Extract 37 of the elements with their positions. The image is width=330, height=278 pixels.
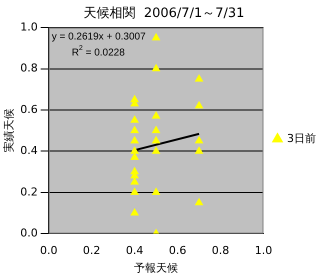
x-tick-label: 0.0 bbox=[40, 244, 58, 258]
x-tick-label: 0.6 bbox=[168, 244, 186, 258]
point bbox=[152, 188, 160, 195]
y-tick-label: 0.8 bbox=[20, 62, 38, 75]
x-axis-title: 予報天候 bbox=[134, 261, 178, 274]
point bbox=[195, 101, 204, 108]
y-tick-label: 0.2 bbox=[20, 185, 38, 198]
point bbox=[130, 126, 139, 134]
point bbox=[152, 64, 160, 72]
point bbox=[130, 208, 139, 216]
point bbox=[130, 188, 139, 195]
point bbox=[152, 126, 160, 134]
y-tick-label: 1.0 bbox=[20, 20, 38, 34]
point bbox=[130, 178, 139, 185]
point bbox=[152, 112, 160, 119]
point bbox=[130, 152, 139, 160]
chart-title: 天候相関 2006/7/1～7/31 bbox=[84, 6, 244, 22]
y-axis-title: 実績天候 bbox=[2, 108, 16, 153]
point bbox=[152, 146, 160, 154]
point bbox=[130, 116, 139, 123]
x-tick-label: 0.4 bbox=[126, 244, 144, 258]
point bbox=[152, 136, 160, 144]
point bbox=[195, 198, 204, 206]
y-tick-label: 0.6 bbox=[20, 102, 38, 116]
x-tick-label: 1.0 bbox=[254, 244, 272, 258]
point bbox=[195, 74, 204, 82]
point bbox=[195, 136, 204, 144]
y-tick-label: 0.0 bbox=[20, 226, 38, 240]
point bbox=[130, 136, 139, 144]
annotation: y = 0.2619x + 0.3007 bbox=[52, 31, 146, 42]
point bbox=[130, 146, 139, 154]
point bbox=[195, 146, 204, 154]
legend-label: 3日前 bbox=[287, 132, 316, 145]
x-tick-label: 0.2 bbox=[82, 244, 100, 258]
x-tick-label: 0.8 bbox=[212, 244, 230, 258]
y-tick-label: 0.4 bbox=[20, 144, 38, 158]
point bbox=[152, 33, 160, 40]
